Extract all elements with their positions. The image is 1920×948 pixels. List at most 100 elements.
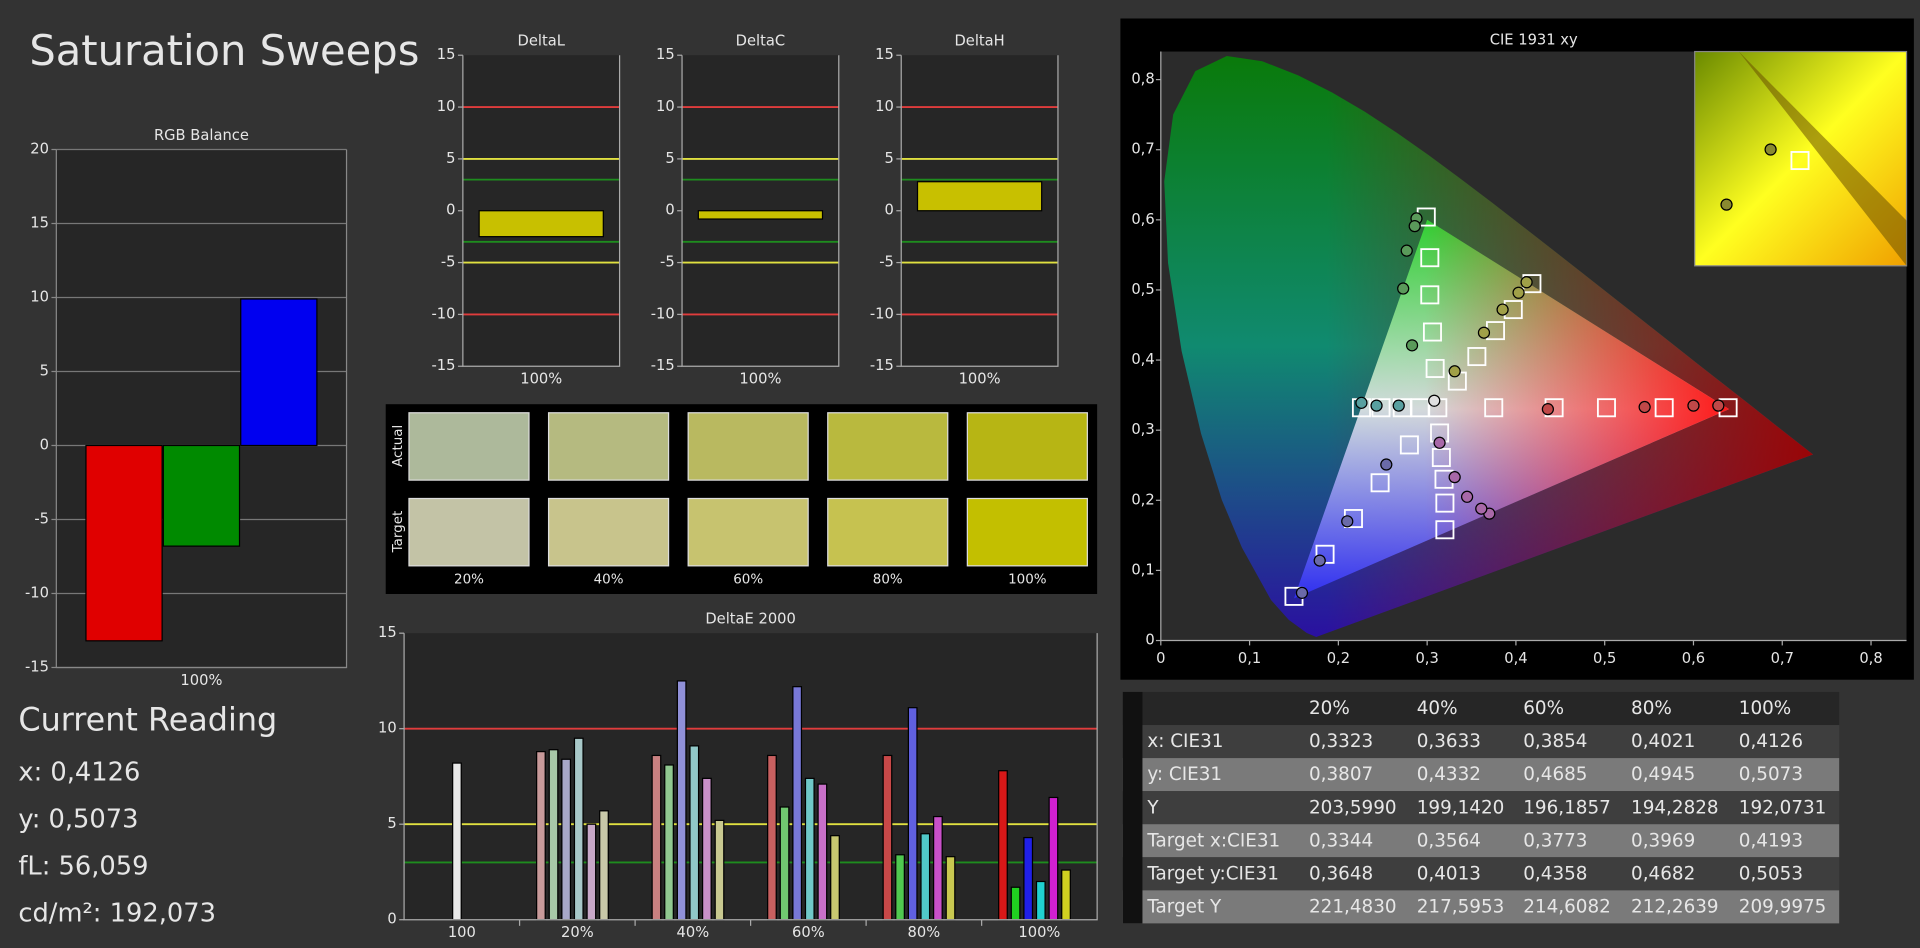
target-point bbox=[1654, 398, 1674, 418]
bar bbox=[536, 751, 546, 921]
table-cell: Target Y bbox=[1146, 896, 1222, 917]
table-cell: 209,9975 bbox=[1739, 896, 1827, 917]
chart-title: RGB Balance bbox=[154, 127, 249, 144]
y-tick-label: 0,4 bbox=[1131, 351, 1154, 368]
measured-point bbox=[1400, 244, 1413, 257]
table-cell: 0,4682 bbox=[1631, 863, 1695, 884]
x-tick-label: 80% bbox=[908, 924, 941, 941]
y-tick-label: 5 bbox=[40, 362, 49, 379]
zoom-point bbox=[1764, 143, 1777, 156]
measured-point bbox=[1392, 399, 1405, 412]
table-row bbox=[1122, 758, 1840, 792]
zoom-edge bbox=[1738, 51, 1907, 266]
measured-point bbox=[1448, 471, 1461, 484]
x-tick-label: 40% bbox=[677, 924, 710, 941]
y-tick-label: 5 bbox=[387, 815, 396, 832]
bar bbox=[895, 854, 905, 921]
color-swatch bbox=[687, 412, 809, 481]
table-cell: 0,3344 bbox=[1309, 830, 1373, 851]
bar bbox=[714, 819, 725, 921]
table-cell: 0,5053 bbox=[1739, 863, 1803, 884]
table-cell: 0,4193 bbox=[1739, 830, 1803, 851]
bar bbox=[240, 298, 318, 447]
table-cell: 0,5073 bbox=[1739, 764, 1803, 785]
bar bbox=[478, 210, 604, 238]
reading-line: fL: 56,059 bbox=[18, 852, 148, 882]
axis-frame bbox=[462, 55, 621, 367]
bar bbox=[1061, 869, 1071, 921]
y-tick-label: 0,5 bbox=[1131, 281, 1154, 298]
measured-point bbox=[1460, 490, 1474, 503]
measured-point bbox=[1405, 339, 1419, 352]
measured-point bbox=[1295, 586, 1309, 599]
y-tick-label: 10 bbox=[656, 98, 675, 115]
color-swatch bbox=[966, 412, 1088, 481]
table-row bbox=[1122, 857, 1840, 891]
table-cell: 217,5953 bbox=[1417, 896, 1505, 917]
swatch-row-label: Actual bbox=[391, 425, 406, 467]
y-tick-label: 0,7 bbox=[1131, 141, 1154, 158]
x-tick-label: 0,6 bbox=[1682, 650, 1705, 667]
target-point bbox=[1596, 398, 1616, 418]
table-header-cell: 80% bbox=[1631, 698, 1672, 719]
target-point bbox=[1420, 248, 1440, 268]
y-tick-label: -5 bbox=[441, 254, 456, 271]
color-swatch bbox=[547, 497, 670, 567]
x-tick-label: 0,5 bbox=[1593, 650, 1616, 667]
page-title: Saturation Sweeps bbox=[29, 26, 419, 75]
measured-point bbox=[1380, 458, 1393, 471]
table-cell: 0,3854 bbox=[1523, 731, 1587, 752]
measured-point bbox=[1477, 326, 1491, 339]
bar bbox=[651, 754, 662, 921]
reading-title: Current Reading bbox=[18, 700, 277, 738]
y-tick-label: -15 bbox=[651, 357, 675, 374]
y-tick-label: 15 bbox=[437, 46, 456, 63]
chart-title: DeltaC bbox=[736, 33, 785, 50]
y-tick-label: -15 bbox=[25, 658, 49, 675]
measured-point bbox=[1428, 394, 1441, 407]
y-tick-label: -5 bbox=[34, 510, 49, 527]
bar bbox=[1048, 796, 1059, 921]
color-swatch bbox=[966, 497, 1088, 567]
zoom-target bbox=[1790, 151, 1810, 171]
swatch-column-label: 100% bbox=[1008, 572, 1047, 587]
swatch-column-label: 80% bbox=[873, 572, 903, 587]
table-cell: 0,3564 bbox=[1417, 830, 1481, 851]
table-header-cell: 40% bbox=[1417, 698, 1458, 719]
table-cell: 0,3323 bbox=[1309, 731, 1373, 752]
y-tick-label: -15 bbox=[432, 357, 456, 374]
bar bbox=[573, 737, 584, 921]
y-tick-label: 5 bbox=[665, 150, 674, 167]
bar bbox=[907, 707, 918, 921]
reading-line: y: 0,5073 bbox=[18, 804, 138, 834]
axis-frame bbox=[900, 55, 1059, 367]
table-cell: 192,0731 bbox=[1739, 797, 1827, 818]
target-point bbox=[1420, 285, 1440, 305]
plot-area bbox=[404, 633, 1098, 920]
measured-point bbox=[1341, 515, 1354, 528]
x-tick-label: 100% bbox=[1018, 924, 1060, 941]
y-tick-label: -10 bbox=[25, 584, 49, 601]
bar bbox=[676, 680, 687, 921]
x-tick-label: 20% bbox=[561, 924, 594, 941]
measured-point bbox=[1448, 365, 1461, 378]
y-tick-label: 15 bbox=[656, 46, 675, 63]
target-point bbox=[1370, 473, 1390, 493]
bar bbox=[920, 833, 931, 921]
bar bbox=[689, 745, 700, 921]
y-tick-label: -10 bbox=[432, 305, 456, 322]
y-tick-label: 0,2 bbox=[1131, 491, 1154, 508]
axis-frame bbox=[55, 149, 348, 669]
y-tick-label: 5 bbox=[885, 150, 894, 167]
x-tick-label: 0,3 bbox=[1415, 650, 1438, 667]
y-tick-label: 10 bbox=[437, 98, 456, 115]
x-tick-label: 0,1 bbox=[1238, 650, 1261, 667]
target-point bbox=[1425, 358, 1445, 378]
bar bbox=[767, 754, 777, 921]
x-tick-label: 0,8 bbox=[1859, 650, 1882, 667]
table-cell: 0,4945 bbox=[1631, 764, 1695, 785]
bar bbox=[1023, 836, 1034, 921]
x-tick-label: 100% bbox=[739, 371, 781, 388]
measured-point bbox=[1313, 554, 1326, 567]
chart-title: DeltaL bbox=[518, 33, 566, 50]
